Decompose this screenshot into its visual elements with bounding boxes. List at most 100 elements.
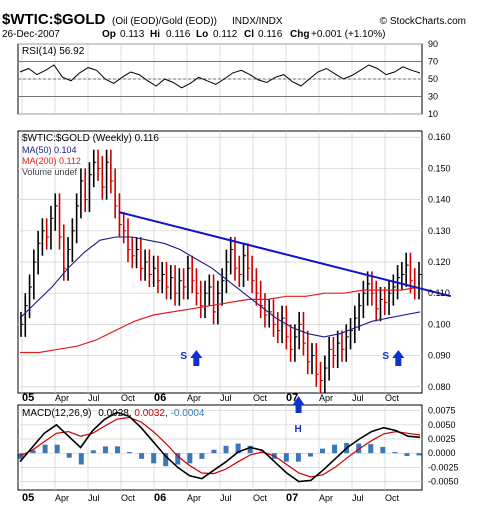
macd-histogram-bar bbox=[211, 449, 217, 454]
macd-histogram-bar bbox=[151, 453, 157, 464]
macd-histogram-bar bbox=[78, 453, 84, 465]
rsi-line bbox=[19, 64, 421, 89]
x-tick-label: Jul bbox=[352, 393, 364, 403]
x-tick-label: Jul bbox=[352, 493, 364, 503]
x-tick-label: Jul bbox=[88, 493, 100, 503]
price-tick-label: 0.110 bbox=[428, 288, 450, 298]
x-tick-label: Apr bbox=[187, 493, 201, 503]
ma200-legend: MA(200) 0.112 bbox=[22, 156, 81, 166]
macd-histogram-bar bbox=[368, 444, 374, 454]
macd-signal-line bbox=[19, 416, 421, 478]
macd-histogram-bar bbox=[127, 452, 133, 454]
x-tick-label: 07 bbox=[286, 492, 298, 504]
x-tick-label: Apr bbox=[55, 493, 69, 503]
ma200-line bbox=[20, 286, 421, 354]
macd-histogram-bar bbox=[235, 443, 241, 454]
macd-signal-value: 0.0032 bbox=[134, 408, 165, 419]
macd-histogram-bar bbox=[416, 453, 422, 456]
cl-value: 0.116 bbox=[258, 29, 283, 40]
macd-histogram-bar bbox=[42, 444, 48, 454]
hi-value: 0.116 bbox=[166, 29, 191, 40]
macd-histogram-bar bbox=[114, 446, 120, 454]
x-tick-label: Oct bbox=[385, 393, 400, 403]
macd-histogram-bar bbox=[199, 453, 205, 459]
price-tick-label: 0.160 bbox=[428, 132, 451, 142]
macd-tick-label: -0.0050 bbox=[428, 477, 459, 487]
chg-label: Chg bbox=[290, 29, 309, 40]
price-tick-label: 0.120 bbox=[428, 257, 451, 267]
lo-value: 0.112 bbox=[213, 29, 238, 40]
x-tick-label: Jul bbox=[88, 393, 100, 403]
macd-tick-label: 0.0050 bbox=[428, 420, 456, 430]
annotation-label: H bbox=[295, 424, 302, 435]
x-tick-label: Jul bbox=[220, 393, 232, 403]
macd-histogram-bar bbox=[283, 453, 289, 462]
x-tick-label: Apr bbox=[55, 393, 69, 403]
price-tick-label: 0.140 bbox=[428, 195, 451, 205]
macd-tick-label: -0.0025 bbox=[428, 462, 459, 472]
macd-tick-label: 0.0025 bbox=[428, 434, 456, 444]
x-tick-label: Apr bbox=[319, 393, 333, 403]
macd-histogram-bar bbox=[139, 453, 145, 459]
macd-legend-value: 0.0028 bbox=[98, 408, 129, 419]
macd-histogram-bar bbox=[320, 448, 326, 454]
macd-histogram-bar bbox=[90, 450, 96, 454]
op-label: Op bbox=[102, 29, 116, 40]
rsi-tick-label: 90 bbox=[428, 39, 438, 49]
x-tick-label: 05 bbox=[22, 492, 34, 504]
price-tick-label: 0.090 bbox=[428, 351, 451, 361]
price-tick-label: 0.130 bbox=[428, 226, 451, 236]
macd-histogram-bar bbox=[356, 443, 362, 454]
macd-histogram-value: -0.0004 bbox=[171, 408, 205, 419]
macd-histogram-bar bbox=[54, 444, 60, 454]
macd-histogram-bar bbox=[102, 446, 108, 454]
x-tick-label: Oct bbox=[253, 393, 268, 403]
lo-label: Lo bbox=[196, 29, 208, 40]
x-tick-label: 06 bbox=[154, 392, 166, 404]
rsi-legend: RSI(14) 56.92 bbox=[22, 46, 85, 57]
macd-histogram-bar bbox=[247, 445, 253, 454]
x-tick-label: Apr bbox=[319, 493, 333, 503]
x-tick-label: Oct bbox=[385, 493, 400, 503]
macd-histogram-bar bbox=[163, 453, 169, 467]
macd-line bbox=[19, 411, 421, 483]
x-tick-label: Jul bbox=[220, 493, 232, 503]
price-tick-label: 0.100 bbox=[428, 319, 451, 329]
shoulder-arrow bbox=[392, 350, 405, 366]
head-arrow bbox=[292, 396, 305, 413]
ma50-line bbox=[19, 236, 421, 338]
ma50-legend: MA(50) 0.104 bbox=[22, 145, 77, 155]
macd-tick-label: 0.0000 bbox=[428, 448, 456, 458]
macd-histogram-bar bbox=[30, 450, 36, 454]
cl-label: Cl bbox=[244, 29, 254, 40]
macd-histogram-bar bbox=[187, 453, 193, 464]
macd-histogram-bar bbox=[404, 453, 410, 456]
price-tick-label: 0.150 bbox=[428, 163, 451, 173]
price-legend: $WTIC:$GOLD (Weekly) 0.116 bbox=[22, 133, 159, 144]
volume-legend: Volume undef bbox=[22, 167, 78, 177]
x-tick-label: Apr bbox=[187, 393, 201, 403]
trendline bbox=[118, 211, 452, 298]
hi-label: Hi bbox=[150, 29, 160, 40]
copyright-label: © StockCharts.com bbox=[380, 16, 466, 27]
macd-legend: MACD(12,26,9) 0.0028, 0.0032, -0.0004 bbox=[22, 408, 205, 419]
annotation-label: S bbox=[180, 351, 187, 362]
shoulder-arrow bbox=[190, 350, 203, 366]
rsi-tick-label: 30 bbox=[428, 92, 438, 102]
macd-histogram-bar bbox=[307, 453, 313, 457]
x-tick-label: Oct bbox=[253, 493, 268, 503]
macd-histogram-bar bbox=[175, 453, 181, 465]
macd-histogram-bar bbox=[380, 446, 386, 454]
price-tick-label: 0.080 bbox=[428, 382, 451, 392]
x-tick-label: Oct bbox=[121, 393, 136, 403]
x-tick-label: 07 bbox=[286, 392, 298, 404]
symbol-description: (Oil (EOD)/Gold (EOD)) bbox=[112, 16, 217, 27]
x-tick-label: 06 bbox=[154, 492, 166, 504]
x-tick-label: Oct bbox=[121, 493, 136, 503]
macd-histogram-bar bbox=[332, 444, 338, 454]
macd-legend-prefix: MACD(12,26,9) bbox=[22, 408, 91, 419]
macd-histogram-bar bbox=[295, 453, 301, 462]
symbol-title: $WTIC:$GOLD bbox=[2, 11, 105, 28]
op-value: 0.113 bbox=[120, 29, 145, 40]
